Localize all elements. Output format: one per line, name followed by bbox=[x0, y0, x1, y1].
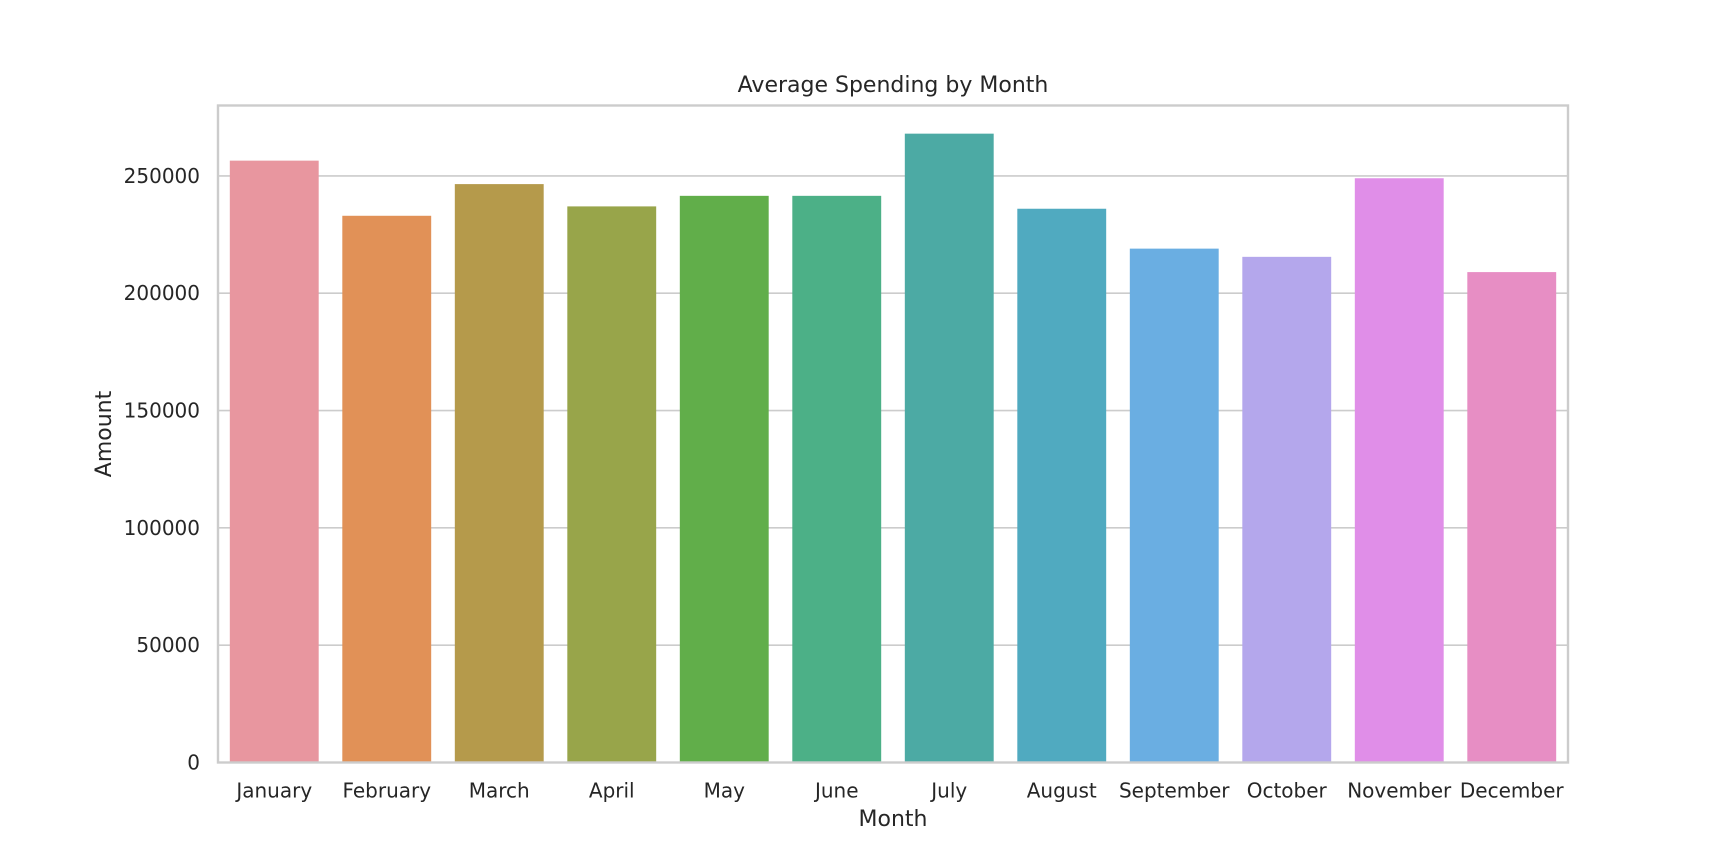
y-tick-labels: 0 50000 100000 150000 200000 250000 bbox=[124, 164, 200, 775]
bar-august bbox=[1017, 208, 1107, 763]
bar-september bbox=[1129, 248, 1219, 763]
x-tick-labels: January February March April May June July Augu… bbox=[234, 779, 1564, 803]
chart-title: Average Spending by Month bbox=[738, 73, 1049, 98]
bar-march bbox=[454, 184, 544, 763]
bar-december bbox=[1467, 272, 1557, 763]
y-axis-title: Amount bbox=[92, 390, 117, 477]
y-tick-label: 0 bbox=[187, 751, 200, 775]
y-tick-label: 50000 bbox=[136, 633, 200, 657]
bar-june bbox=[792, 195, 882, 763]
x-tick-label: November bbox=[1347, 779, 1452, 803]
x-tick-label: January bbox=[234, 779, 312, 803]
x-tick-label: July bbox=[929, 779, 967, 803]
x-tick-label: June bbox=[813, 779, 859, 803]
bar-may bbox=[679, 195, 769, 763]
bar-november bbox=[1354, 178, 1444, 763]
x-axis-title: Month bbox=[859, 807, 928, 832]
x-tick-label: February bbox=[342, 779, 431, 803]
y-tick-label: 200000 bbox=[124, 281, 200, 305]
x-tick-label: December bbox=[1460, 779, 1564, 803]
x-tick-label: May bbox=[704, 779, 746, 803]
bar-february bbox=[342, 215, 432, 763]
bar-april bbox=[567, 206, 657, 763]
x-tick-label: October bbox=[1247, 779, 1328, 803]
y-tick-label: 150000 bbox=[124, 399, 200, 423]
x-tick-label: September bbox=[1119, 779, 1230, 803]
x-tick-label: April bbox=[589, 779, 635, 803]
y-tick-label: 250000 bbox=[124, 164, 200, 188]
plot-frame bbox=[216, 104, 1570, 764]
bar-october bbox=[1242, 256, 1332, 763]
y-tick-label: 100000 bbox=[124, 516, 200, 540]
bar-january bbox=[229, 160, 319, 763]
bars bbox=[229, 133, 1557, 763]
bar-july bbox=[904, 133, 994, 763]
x-tick-label: March bbox=[469, 779, 530, 803]
x-tick-label: August bbox=[1027, 779, 1097, 803]
